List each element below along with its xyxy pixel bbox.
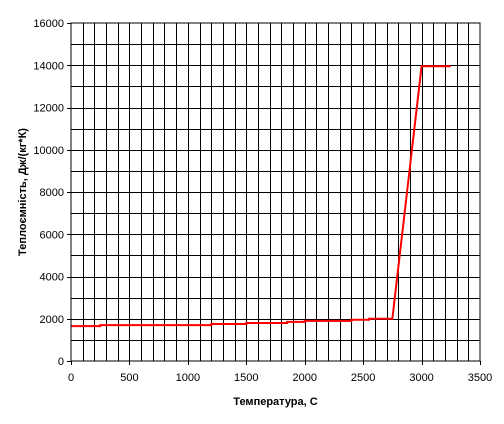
y-tick-label: 12000	[33, 103, 64, 115]
x-tick-label: 0	[68, 372, 74, 384]
y-tick-label: 0	[58, 356, 64, 368]
x-tick-label: 3500	[468, 372, 492, 384]
x-tick-label: 3000	[409, 372, 433, 384]
x-tick-label: 2500	[351, 372, 375, 384]
y-tick-label: 8000	[40, 187, 64, 199]
y-axis-title: Теплоємність, Дж/(кг*К)	[17, 128, 29, 256]
y-tick-label: 2000	[40, 314, 64, 326]
x-tick-label: 1500	[234, 372, 258, 384]
y-tick-label: 10000	[33, 145, 64, 157]
y-tick-label: 4000	[40, 272, 64, 284]
x-tick-label: 2000	[292, 372, 316, 384]
x-axis-title: Температура, С	[233, 396, 317, 408]
y-tick-label: 16000	[33, 18, 64, 30]
y-tick-label: 14000	[33, 60, 64, 72]
x-tick-label: 500	[120, 372, 138, 384]
x-tick-label: 1000	[176, 372, 200, 384]
y-tick-label: 6000	[40, 229, 64, 241]
series-line	[71, 65, 451, 328]
y-tick-labels: 0 2000 4000 6000 8000 10000 12000 14000 16000	[33, 18, 64, 368]
x-tick-labels: 0 500 1000 1500 2000 2500 3000 3500	[68, 372, 492, 384]
plot-border	[70, 22, 481, 362]
series-lines	[71, 65, 451, 328]
